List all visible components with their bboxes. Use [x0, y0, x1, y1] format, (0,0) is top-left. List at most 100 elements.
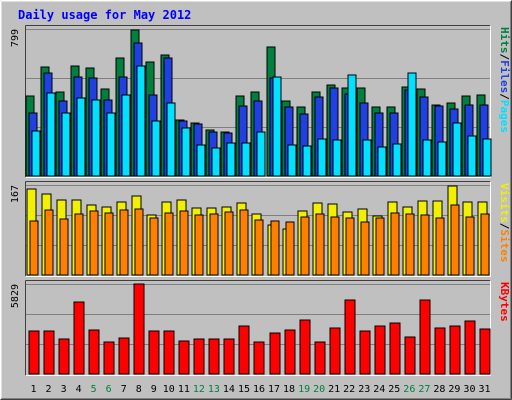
bar-kbytes-day-27	[419, 299, 431, 375]
x-tick-label-22: 22	[343, 384, 355, 395]
bar-sites-day-30	[465, 216, 475, 276]
bar-pages-day-4	[76, 97, 86, 177]
bar-sites-day-4	[74, 213, 84, 276]
ylabel-part-visits-1: /	[498, 223, 511, 230]
bar-sites-day-15	[239, 209, 249, 276]
bar-kbytes-day-19	[299, 319, 311, 375]
bar-kbytes-day-31	[479, 328, 491, 375]
bar-pages-day-15	[241, 142, 251, 177]
bar-sites-day-11	[179, 210, 189, 276]
bar-pages-day-5	[91, 99, 101, 177]
x-tick-label-23: 23	[358, 384, 370, 395]
bar-kbytes-day-6	[103, 341, 115, 375]
bar-sites-day-17	[270, 220, 280, 276]
bar-sites-day-5	[89, 210, 99, 276]
bar-kbytes-day-24	[374, 325, 386, 375]
bar-kbytes-day-9	[148, 330, 160, 375]
bar-pages-day-27	[422, 139, 432, 177]
bar-pages-day-11	[181, 127, 191, 177]
bar-sites-day-24	[375, 217, 385, 276]
bar-sites-day-16	[254, 219, 264, 276]
bar-sites-day-10	[164, 212, 174, 276]
x-tick-label-15: 15	[238, 384, 250, 395]
bar-kbytes-day-17	[269, 332, 281, 375]
bar-pages-day-30	[467, 135, 477, 177]
bar-kbytes-day-21	[329, 327, 341, 375]
x-tick-label-13: 13	[208, 384, 220, 395]
bar-pages-day-24	[377, 146, 387, 177]
x-tick-label-14: 14	[223, 384, 235, 395]
bar-pages-day-23	[362, 139, 372, 177]
bar-pages-day-13	[211, 147, 221, 177]
x-tick-label-17: 17	[268, 384, 280, 395]
bar-sites-day-25	[390, 212, 400, 276]
bar-pages-day-14	[226, 142, 236, 177]
bar-sites-day-13	[209, 213, 219, 276]
bar-pages-day-31	[482, 138, 492, 177]
bar-kbytes-day-20	[314, 341, 326, 375]
ylabel-part-hits-1: /	[498, 54, 511, 61]
ylabel-visits: Visits/Sites	[498, 183, 511, 263]
panel-hits: 799 Hits/Files/Pages	[10, 25, 511, 178]
ymax-label-visits: 167	[10, 185, 21, 203]
series-kbytes	[28, 283, 491, 375]
x-tick-label-8: 8	[136, 384, 142, 395]
bar-sites-day-27	[420, 214, 430, 276]
bar-kbytes-day-12	[193, 338, 205, 375]
bar-pages-day-17	[272, 76, 282, 177]
x-tick-label-10: 10	[163, 384, 175, 395]
bar-pages-day-7	[121, 94, 131, 177]
bar-kbytes-day-11	[178, 340, 190, 375]
bar-kbytes-day-14	[223, 338, 235, 375]
bar-sites-day-26	[405, 213, 415, 276]
x-tick-label-21: 21	[328, 384, 340, 395]
x-tick-label-9: 9	[151, 384, 157, 395]
x-tick-label-5: 5	[91, 384, 97, 395]
bar-pages-day-22	[347, 74, 357, 177]
ymax-label-kbytes: 5829	[10, 284, 21, 308]
bar-pages-day-16	[256, 131, 266, 177]
bar-sites-day-20	[315, 213, 325, 276]
bar-pages-day-8	[136, 65, 146, 177]
x-tick-label-29: 29	[448, 384, 460, 395]
bar-sites-day-6	[104, 212, 114, 276]
bar-sites-day-14	[224, 211, 234, 276]
bar-kbytes-day-7	[118, 337, 130, 375]
bar-sites-day-18	[285, 221, 295, 276]
ylabel-hits: Hits/Files/Pages	[498, 27, 511, 133]
x-tick-label-18: 18	[283, 384, 295, 395]
bar-kbytes-day-13	[208, 338, 220, 375]
bar-sites-day-21	[330, 216, 340, 276]
bar-kbytes-day-5	[88, 329, 100, 375]
bar-pages-day-3	[61, 112, 71, 177]
bar-pages-day-1	[31, 130, 41, 177]
x-tick-label-27: 27	[418, 384, 430, 395]
ymax-label-hits: 799	[10, 29, 21, 47]
bar-kbytes-day-4	[73, 301, 85, 375]
ylabel-part-hits-3: /	[498, 93, 511, 100]
bar-pages-day-18	[287, 144, 297, 177]
ylabel-part-kbytes-0: KBytes	[498, 282, 511, 322]
bar-kbytes-day-18	[284, 329, 296, 375]
ylabel-part-hits-4: Pages	[498, 100, 511, 133]
bar-pages-day-28	[437, 141, 447, 177]
bar-pages-day-19	[302, 145, 312, 177]
bar-kbytes-day-16	[253, 341, 265, 375]
bar-sites-day-23	[360, 221, 370, 276]
bar-sites-day-12	[194, 214, 204, 276]
bar-pages-day-21	[332, 139, 342, 177]
bar-kbytes-day-3	[58, 338, 70, 375]
bar-kbytes-day-22	[344, 299, 356, 375]
x-tick-label-12: 12	[193, 384, 205, 395]
series-sites	[29, 204, 490, 276]
bar-sites-day-9	[149, 217, 159, 276]
bar-pages-day-2	[46, 92, 56, 177]
x-tick-label-28: 28	[433, 384, 445, 395]
ylabel-part-visits-2: Sites	[498, 229, 511, 262]
bar-pages-day-25	[392, 143, 402, 177]
bar-kbytes-day-8	[133, 283, 145, 375]
x-tick-label-2: 2	[46, 384, 52, 395]
ylabel-part-visits-0: Visits	[498, 183, 511, 223]
bar-kbytes-day-25	[389, 322, 401, 375]
